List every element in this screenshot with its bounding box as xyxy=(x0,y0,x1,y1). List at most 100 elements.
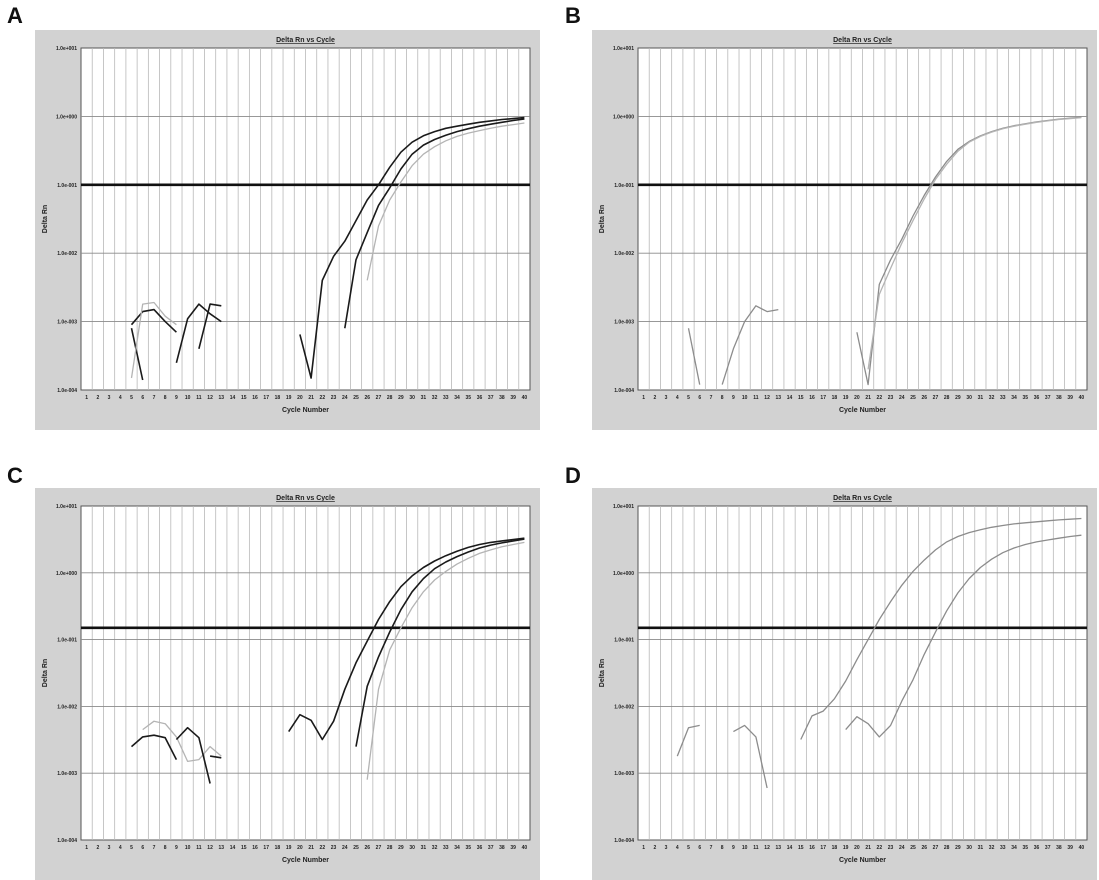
series-line xyxy=(721,305,779,385)
x-tick-label: 35 xyxy=(1022,845,1028,851)
x-tick-label: 20 xyxy=(297,845,303,851)
y-axis-label: Delta Rn xyxy=(599,205,606,233)
x-tick-label: 14 xyxy=(230,845,236,851)
x-tick-label: 12 xyxy=(764,395,770,401)
x-tick-label: 8 xyxy=(721,395,724,401)
x-tick-label: 19 xyxy=(286,395,292,401)
x-tick-label: 12 xyxy=(207,845,213,851)
y-tick-label: 1.0e+001 xyxy=(56,504,77,510)
x-tick-label: 30 xyxy=(966,845,972,851)
x-tick-label: 30 xyxy=(966,395,972,401)
x-tick-label: 16 xyxy=(252,395,258,401)
x-tick-label: 4 xyxy=(676,395,679,401)
x-tick-label: 19 xyxy=(286,845,292,851)
x-tick-label: 1 xyxy=(642,395,645,401)
panel-b: B 1.0e-004 1.0e-003 1.0e-002 1.0e-001 1.0e+0… xyxy=(549,0,1099,440)
y-tick-label: 1.0e-001 xyxy=(57,183,77,189)
x-tick-label: 22 xyxy=(877,395,883,401)
x-tick-label: 2 xyxy=(653,845,656,851)
x-tick-label: 3 xyxy=(108,395,111,401)
x-tick-label: 5 xyxy=(687,395,690,401)
chart-svg: 1.0e-004 1.0e-003 1.0e-002 1.0e-001 1.0e+000… xyxy=(599,37,1088,414)
x-tick-label: 10 xyxy=(742,845,748,851)
y-tick-label: 1.0e-001 xyxy=(614,638,634,644)
y-tick-label: 1.0e-002 xyxy=(614,251,634,257)
x-tick-label: 17 xyxy=(263,395,269,401)
chart-frame: 1.0e-004 1.0e-003 1.0e-002 1.0e-001 1.0e+000… xyxy=(35,488,540,880)
x-tick-label: 20 xyxy=(854,395,860,401)
x-tick-label: 32 xyxy=(989,395,995,401)
x-tick-label: 7 xyxy=(710,845,713,851)
x-tick-label: 35 xyxy=(1022,395,1028,401)
x-tick-label: 6 xyxy=(141,845,144,851)
x-tick-label: 37 xyxy=(1045,845,1051,851)
x-tick-label: 39 xyxy=(1067,845,1073,851)
x-tick-label: 8 xyxy=(164,845,167,851)
x-tick-label: 16 xyxy=(809,395,815,401)
chart-title: Delta Rn vs Cycle xyxy=(833,37,892,44)
x-tick-label: 38 xyxy=(499,395,505,401)
x-tick-label: 10 xyxy=(742,395,748,401)
x-tick-label: 12 xyxy=(207,395,213,401)
x-tick-label: 16 xyxy=(252,845,258,851)
x-tick-label: 21 xyxy=(308,845,314,851)
panel-a: A 1.0e-004 1.0e-003 1.0e-002 1.0e-001 1.0e+0… xyxy=(0,0,549,440)
x-tick-label: 21 xyxy=(308,395,314,401)
x-tick-label: 18 xyxy=(275,845,281,851)
panel-letter: D xyxy=(565,463,581,488)
series-line xyxy=(867,116,1082,370)
x-tick-label: 19 xyxy=(843,845,849,851)
chart-frame: 1.0e-004 1.0e-003 1.0e-002 1.0e-001 1.0e+000… xyxy=(35,30,540,430)
x-tick-label: 18 xyxy=(832,845,838,851)
x-tick-label: 7 xyxy=(153,845,156,851)
y-tick-label: 1.0e-003 xyxy=(57,320,77,326)
y-tick-label: 1.0e-004 xyxy=(57,838,77,844)
x-tick-label: 33 xyxy=(1000,395,1006,401)
y-axis-label: Delta Rn xyxy=(599,659,606,687)
series-line xyxy=(198,303,222,349)
x-axis-label: Cycle Number xyxy=(839,407,886,414)
x-tick-label: 9 xyxy=(732,395,735,401)
x-tick-label: 20 xyxy=(297,395,303,401)
x-tick-label: 11 xyxy=(753,845,759,851)
x-tick-label: 1 xyxy=(642,845,645,851)
x-tick-label: 23 xyxy=(331,395,337,401)
x-tick-label: 32 xyxy=(432,395,438,401)
chart-title: Delta Rn vs Cycle xyxy=(276,495,335,502)
x-tick-label: 11 xyxy=(196,845,202,851)
x-tick-label: 11 xyxy=(196,395,202,401)
x-tick-label: 24 xyxy=(342,845,348,851)
y-tick-label: 1.0e+000 xyxy=(56,114,77,120)
chart-frame: 1.0e-004 1.0e-003 1.0e-002 1.0e-001 1.0e+000… xyxy=(592,488,1097,880)
x-tick-label: 37 xyxy=(1045,395,1051,401)
x-tick-label: 7 xyxy=(153,395,156,401)
x-tick-label: 40 xyxy=(522,395,528,401)
chart-svg: 1.0e-004 1.0e-003 1.0e-002 1.0e-001 1.0e+000… xyxy=(42,37,531,414)
y-tick-label: 1.0e+000 xyxy=(613,114,634,120)
y-tick-label: 1.0e+000 xyxy=(613,571,634,577)
x-tick-label: 24 xyxy=(899,845,905,851)
x-tick-label: 25 xyxy=(353,845,359,851)
x-tick-label: 13 xyxy=(776,845,782,851)
y-axis-label: Delta Rn xyxy=(42,205,49,233)
x-tick-label: 17 xyxy=(820,395,826,401)
series-line xyxy=(366,122,525,281)
x-tick-label: 33 xyxy=(1000,845,1006,851)
x-tick-label: 35 xyxy=(465,395,471,401)
y-tick-label: 1.0e+001 xyxy=(613,46,634,52)
x-tick-label: 14 xyxy=(787,395,793,401)
x-tick-label: 16 xyxy=(809,845,815,851)
series-line xyxy=(344,118,525,329)
x-axis-label: Cycle Number xyxy=(839,857,886,864)
x-tick-label: 40 xyxy=(1079,845,1085,851)
x-axis-label: Cycle Number xyxy=(282,857,329,864)
panel-c: C 1.0e-004 1.0e-003 1.0e-002 1.0e-001 1.0e+0… xyxy=(0,440,549,880)
x-tick-label: 36 xyxy=(477,845,483,851)
x-tick-label: 29 xyxy=(955,845,961,851)
y-tick-label: 1.0e-002 xyxy=(57,704,77,710)
x-tick-label: 27 xyxy=(376,845,382,851)
x-tick-label: 24 xyxy=(342,395,348,401)
panel-letter: C xyxy=(7,463,23,488)
x-tick-label: 40 xyxy=(1079,395,1085,401)
x-tick-label: 12 xyxy=(764,845,770,851)
